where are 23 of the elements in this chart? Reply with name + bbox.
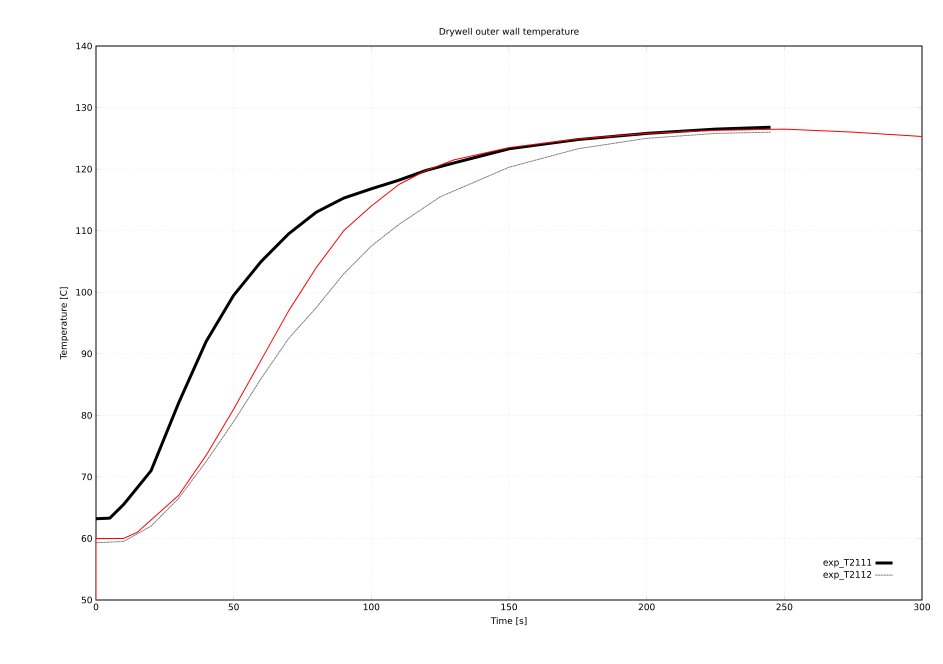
x-tick-label: 250 (776, 604, 792, 610)
y-axis-title: Temperature [C] (60, 287, 69, 360)
y-tick-label: 120 (76, 166, 92, 172)
x-tick-label: 50 (228, 604, 239, 610)
x-tick-label: 300 (914, 604, 930, 610)
x-tick-label: 200 (638, 604, 655, 610)
y-tick-label: 90 (82, 350, 92, 358)
y-tick-label: 50 (82, 596, 92, 604)
x-tick-label: 100 (364, 604, 380, 610)
legend-label: exp_T2112 (823, 571, 872, 580)
y-tick-label: 80 (82, 412, 92, 419)
line-series (96, 128, 922, 600)
x-axis-title: Time [s] (490, 617, 526, 626)
y-tick-label: 60 (82, 535, 92, 542)
x-tick-label: 0 (94, 604, 98, 610)
legend-label: exp_T2111 (823, 558, 872, 568)
y-tick-label: 70 (82, 473, 92, 480)
y-tick-label: 140 (76, 42, 92, 50)
y-tick-label: 100 (76, 288, 92, 296)
chart-title: Drywell outer wall temperature (440, 28, 579, 36)
y-tick-label: 130 (76, 104, 92, 111)
x-tick-label: 150 (501, 604, 517, 610)
y-tick-label: 110 (76, 227, 92, 234)
